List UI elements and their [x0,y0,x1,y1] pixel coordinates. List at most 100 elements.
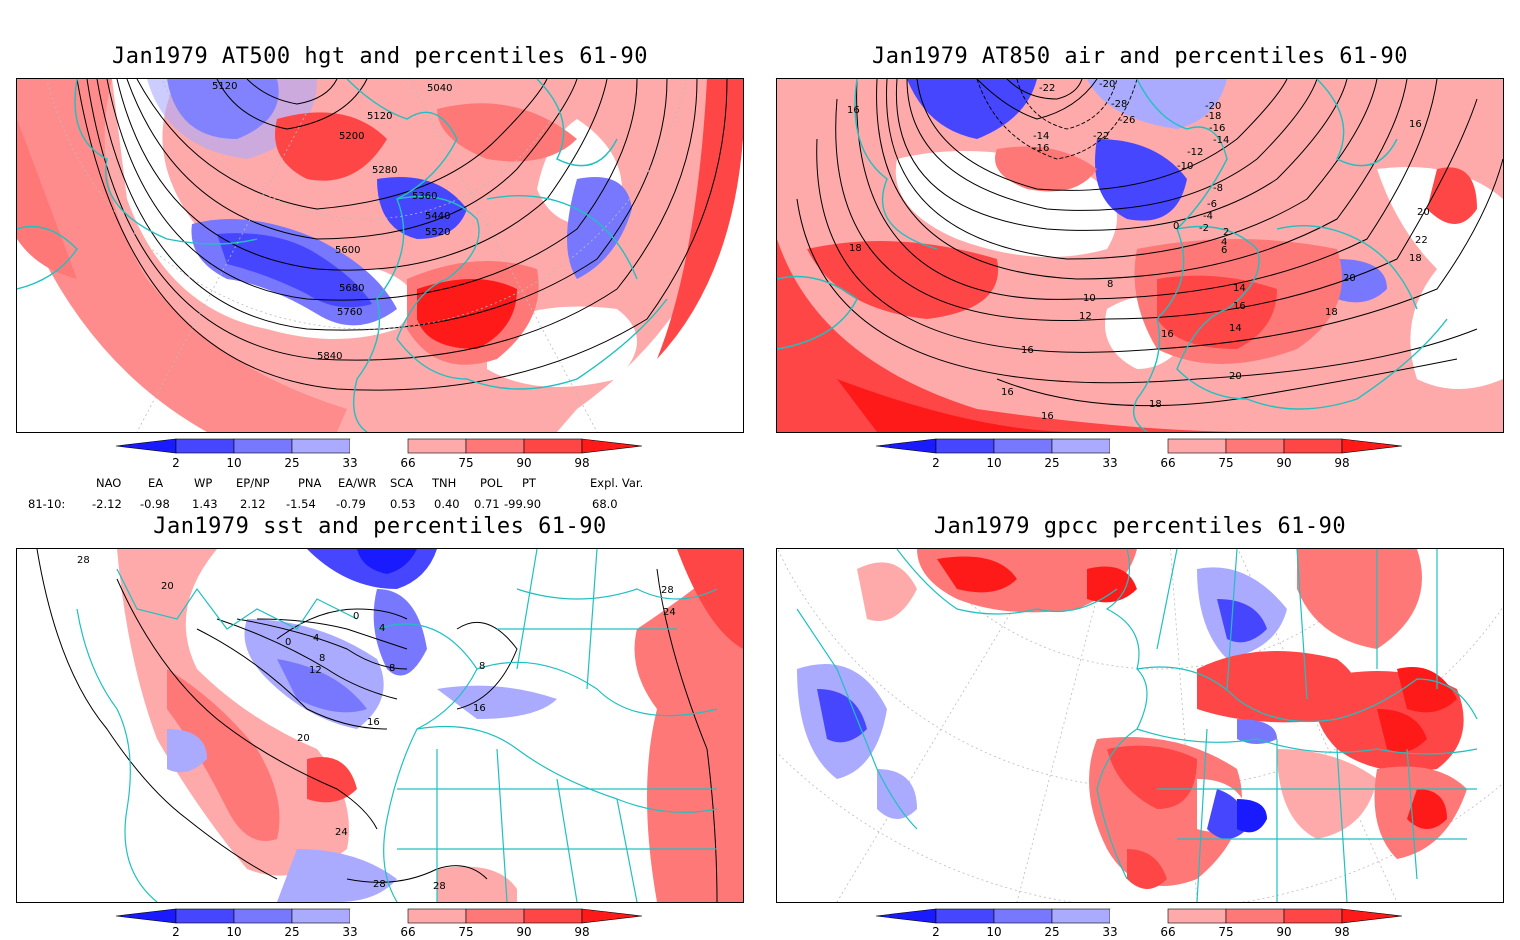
contour-label: 18 [1409,253,1422,264]
contour-label: -4 [1203,211,1213,222]
index-value: 0.53 [390,497,416,511]
map-hgt500-svg: 5040 5120 5120 5200 5280 5360 5440 5520 … [17,79,743,432]
contour-label: 16 [1041,411,1054,422]
map-air850-svg: 16 -22 -20 -28 -26 -20 -18 -16 -14 -12 -… [777,79,1503,432]
colorbar-tick: 66 [400,925,416,939]
panel-title-sst: Jan1979 sst and percentiles 61-90 [153,514,607,539]
index-value: 68.0 [592,497,618,511]
colorbar-tick: 33 [342,925,358,939]
contour-label: -12 [1187,147,1203,158]
colorbar-swatches [115,438,643,454]
contour-label: 5600 [335,245,360,256]
colorbar-tick: 2 [172,925,180,939]
contour-label: 16 [1001,387,1014,398]
index-value: 0.71 [474,497,500,511]
colorbar-tick: 66 [1160,925,1176,939]
index-value: 2.12 [240,497,266,511]
colorbar-swatches [115,908,643,924]
contour-label: 0 [353,611,359,622]
colorbar-swatches [875,908,1403,924]
contour-label: 16 [1409,119,1422,130]
panel-title-gpcc: Jan1979 gpcc percentiles 61-90 [933,514,1347,539]
index-header: EA [148,476,164,490]
contour-label: 0 [1173,221,1179,232]
contour-label: 2 [1223,227,1229,238]
colorbar-tick: 25 [284,925,300,939]
contour-label: 8 [319,653,325,664]
contour-label: -14 [1033,131,1049,142]
colorbar-tick: 2 [932,925,940,939]
contour-label: 5520 [425,227,450,238]
contour-label: -20 [1099,79,1115,90]
contour-label: 8 [389,663,395,674]
contour-label: 28 [433,881,446,892]
map-gpcc-svg [777,549,1503,902]
contour-label: -2 [1199,223,1209,234]
contour-label: 20 [1417,207,1430,218]
index-header: SCA [390,476,414,490]
contour-label: 8 [479,661,485,672]
colorbar-tick: 2 [172,456,180,470]
contour-label: 0 [285,637,291,648]
colorbar-tick: 10 [986,456,1002,470]
contour-label: 5360 [412,191,437,202]
index-header: Expl. Var. [590,476,644,490]
colorbar-tick: 66 [1160,456,1176,470]
contour-label: 4 [313,633,319,644]
colorbar-air850: 2 10 25 33 66 75 90 98 [875,438,1406,472]
contour-label: -6 [1207,199,1217,210]
colorbar-tick: 90 [1276,925,1292,939]
contour-label: 14 [1233,283,1246,294]
contour-labels-air850: 16 -22 -20 -28 -26 -20 -18 -16 -14 -12 -… [847,79,1430,422]
colorbar-tick: 2 [932,456,940,470]
index-value: -2.12 [92,497,122,511]
index-header: TNH [432,476,457,490]
colorbar-hgt500: 2 10 25 33 66 75 90 98 [115,438,646,472]
index-header: PT [522,476,536,490]
contour-label: -22 [1039,83,1055,94]
contour-label: -14 [1213,135,1229,146]
contour-label: 20 [297,733,310,744]
contour-label: 20 [1229,371,1242,382]
map-panel-gpcc[interactable] [776,548,1504,903]
colorbar-sst: 2 10 25 33 66 75 90 98 [115,908,646,940]
map-panel-air850[interactable]: 16 -22 -20 -28 -26 -20 -18 -16 -14 -12 -… [776,78,1504,433]
contour-label: 16 [1161,329,1174,340]
index-header: PNA [298,476,322,490]
map-sst-svg: 28 20 0 4 8 12 16 20 24 28 28 0 4 8 16 2… [17,549,743,902]
colorbar-tick: 10 [226,456,242,470]
colorbar-tick: 90 [1276,456,1292,470]
colorbar-tick: 75 [1218,925,1234,939]
index-value: 0.40 [434,497,460,511]
index-value: -99.90 [504,497,542,511]
index-row-label: 81-10: [28,497,66,511]
index-header: POL [480,476,503,490]
contour-label: 10 [1083,293,1096,304]
colorbar-tick: 33 [342,456,358,470]
contour-label: 5120 [367,111,392,122]
contour-label: 6 [1221,245,1227,256]
contour-label: 5120 [212,81,237,92]
contour-label: 5680 [339,283,364,294]
index-header: WP [194,476,213,490]
index-value: 1.43 [192,497,218,511]
contour-label: 5440 [425,211,450,222]
map-panel-hgt500[interactable]: 5040 5120 5120 5200 5280 5360 5440 5520 … [16,78,744,433]
index-value: -0.79 [336,497,366,511]
contour-label: -16 [1209,123,1225,134]
contour-label: 18 [849,243,862,254]
index-header: NAO [96,476,122,490]
colorbar-tick: 75 [458,456,474,470]
colorbar-tick: 25 [1044,456,1060,470]
map-panel-sst[interactable]: 28 20 0 4 8 12 16 20 24 28 28 0 4 8 16 2… [16,548,744,903]
colorbar-tick: 98 [1334,456,1350,470]
contour-label: 5840 [317,351,342,362]
colorbar-swatches [875,438,1403,454]
colorbar-gpcc: 2 10 25 33 66 75 90 98 [875,908,1406,940]
contour-label: 16 [367,717,380,728]
contour-label: 5280 [372,165,397,176]
colorbar-tick: 98 [574,456,590,470]
colorbar-tick: 10 [986,925,1002,939]
colorbar-tick: 90 [516,456,532,470]
contour-labels-sst: 28 20 0 4 8 12 16 20 24 28 28 0 4 8 16 2… [77,555,676,892]
